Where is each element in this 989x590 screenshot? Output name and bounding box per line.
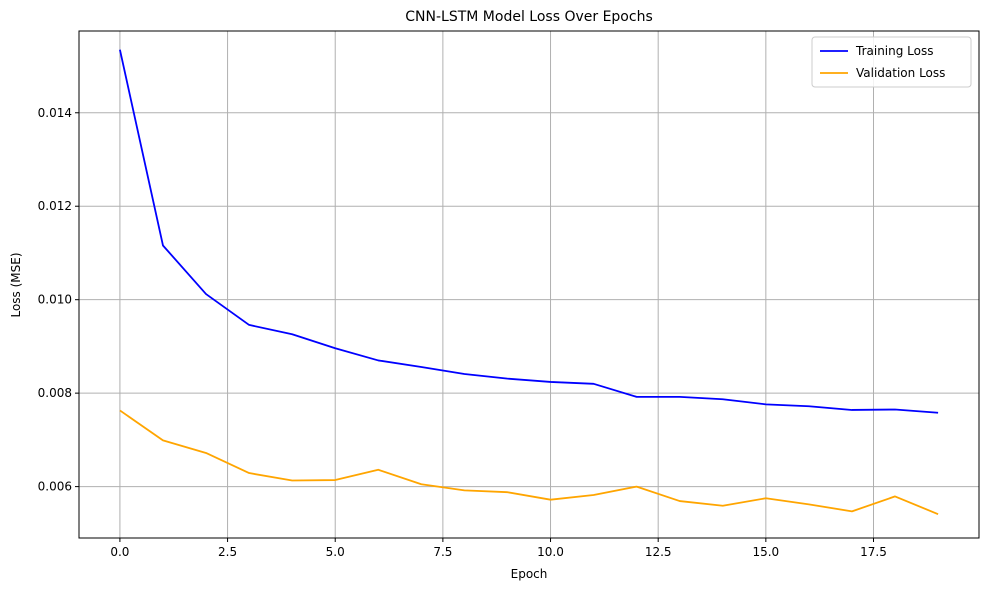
x-tick-label: 7.5	[433, 545, 452, 559]
y-tick-label: 0.012	[38, 199, 72, 213]
legend-box	[811, 36, 972, 88]
x-axis-label: Epoch	[511, 567, 548, 581]
plot-frame	[78, 30, 980, 539]
y-axis-label: Loss (MSE)	[9, 252, 23, 317]
series-group	[119, 49, 939, 516]
grid	[79, 31, 979, 538]
legend: Training Loss Validation Loss	[811, 36, 972, 88]
x-tick-label: 2.5	[218, 545, 237, 559]
series-line-validation-loss	[119, 409, 939, 516]
x-tick-label: 5.0	[326, 545, 345, 559]
x-tick-label: 17.5	[860, 545, 887, 559]
y-tick-label: 0.010	[38, 293, 72, 307]
series-line-training-loss	[119, 49, 939, 414]
chart-title: CNN-LSTM Model Loss Over Epochs	[405, 9, 652, 25]
legend-label: Validation Loss	[856, 66, 945, 80]
x-tick-label: 0.0	[110, 545, 129, 559]
y-tick-label: 0.014	[38, 106, 72, 120]
y-tick-label: 0.008	[38, 386, 72, 400]
ticks: 0.0 2.5 5.0 7.5 10.0 12.5 15.0 17.5 0.006 0.008 0.…	[38, 106, 887, 559]
y-tick-label: 0.006	[38, 480, 72, 494]
x-tick-label: 15.0	[752, 545, 779, 559]
x-tick-label: 10.0	[537, 545, 564, 559]
x-tick-label: 12.5	[645, 545, 672, 559]
legend-label: Training Loss	[855, 44, 933, 58]
